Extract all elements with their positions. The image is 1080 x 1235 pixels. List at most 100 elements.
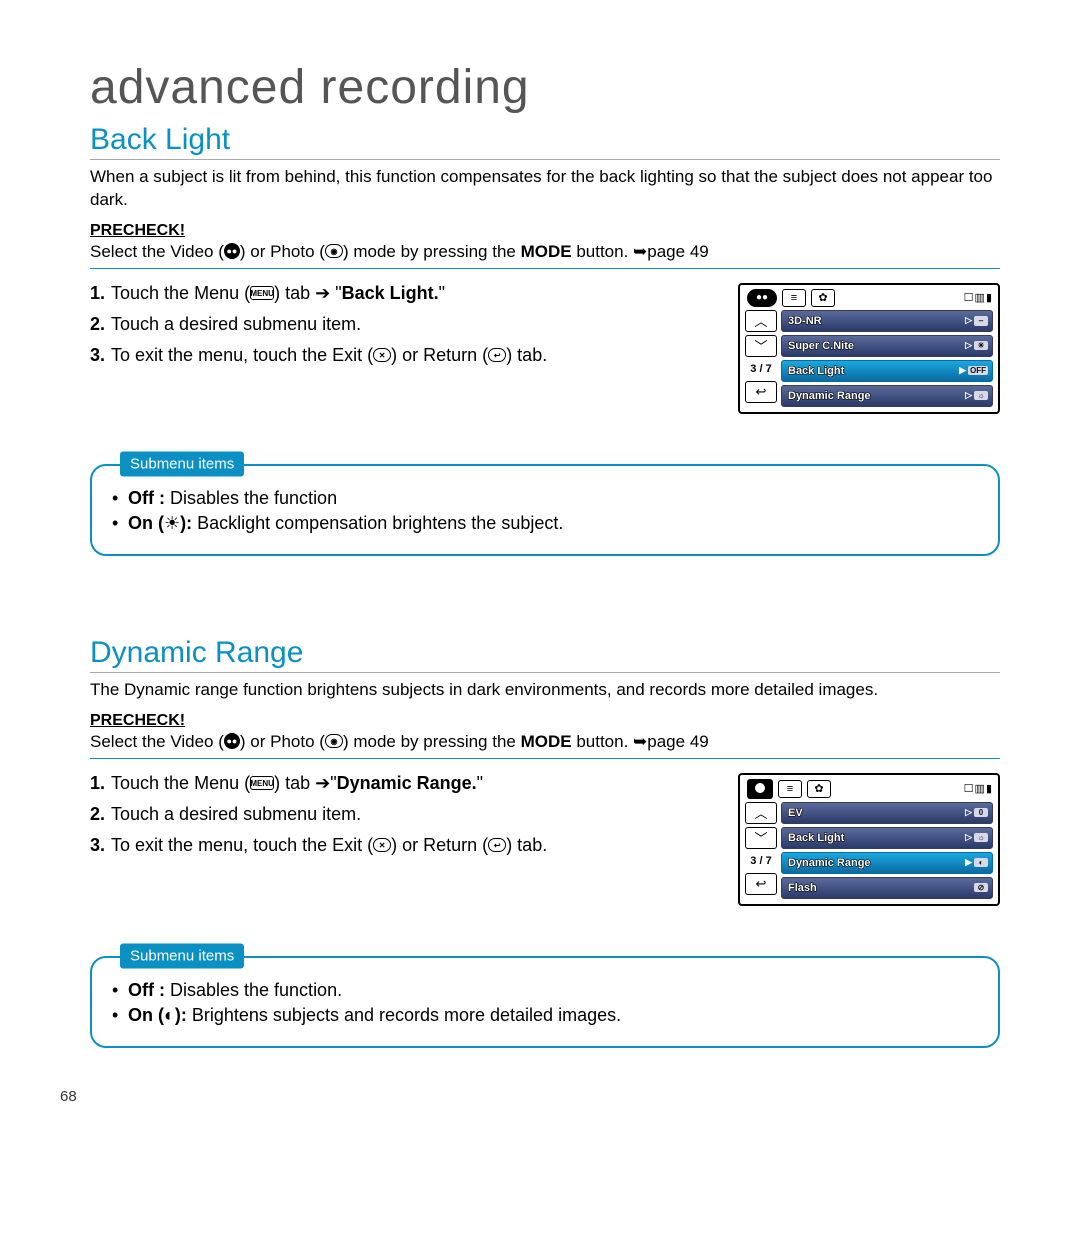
step-item: 1. Touch the Menu (MENU) tab ➔"Dynamic R… [90, 773, 718, 794]
submenu-item: On (☀): Backlight compensation brightens… [112, 513, 978, 534]
step-text: " [477, 773, 483, 793]
backlight-on-icon: ☀ [164, 513, 180, 533]
step-target: Dynamic Range. [337, 773, 477, 793]
submenu-item-name: On ( [128, 513, 164, 533]
step-number: 3. [90, 835, 105, 856]
status-icons: ☐ ▥ ▮ [964, 291, 991, 304]
row-value: ☼ [974, 391, 988, 400]
dynamicrange-on-icon: ◐ [164, 1005, 175, 1025]
section-intro: The Dynamic range function brightens sub… [90, 679, 1000, 702]
menu-row-label: EV [788, 807, 965, 819]
submenu-item-name: ): [175, 1005, 187, 1025]
submenu-label: Submenu items [120, 943, 244, 968]
step-target: Back Light. [342, 283, 439, 303]
return-button: ↩ [745, 873, 777, 895]
mode-icon: ●● [747, 289, 777, 307]
section-backlight: Back Light When a subject is lit from be… [90, 123, 1000, 556]
exit-tab-icon: ✕ [373, 838, 391, 852]
mode-button-label: MODE [521, 242, 572, 261]
precheck-text: Select the Video ( [90, 732, 224, 751]
lcd-screenshot: ≡ ✿ ☐ ▥ ▮ ︿ ﹀ 3 / 7 ↩ EV▷0 Back Light▷☼ [738, 773, 1000, 906]
menu-row-label: Dynamic Range [788, 390, 965, 402]
section-intro: When a subject is lit from behind, this … [90, 166, 1000, 212]
step-text: " [439, 283, 445, 303]
nav-down-button: ﹀ [745, 335, 777, 357]
precheck-text: ) mode by pressing the [343, 242, 521, 261]
list-tab-icon: ≡ [778, 780, 802, 798]
section-title: Dynamic Range [90, 636, 1000, 673]
page-counter: 3 / 7 [745, 360, 777, 378]
submenu-item-desc: Disables the function. [165, 980, 342, 1000]
video-mode-icon: ●● [224, 243, 240, 259]
step-text: Touch a desired submenu item. [111, 314, 361, 335]
menu-row-selected: Back Light▶OFF [781, 360, 993, 382]
step-item: 1. Touch the Menu (MENU) tab ➔ "Back Lig… [90, 283, 718, 304]
precheck-text: Select the Video ( [90, 242, 224, 261]
menu-row: Super C.Nite▷☀ [781, 335, 993, 357]
step-text: Touch a desired submenu item. [111, 804, 361, 825]
step-number: 2. [90, 804, 105, 825]
steps-list: 1. Touch the Menu (MENU) tab ➔ "Back Lig… [90, 283, 718, 376]
menu-row-label: Back Light [788, 832, 965, 844]
submenu-item-name: Off : [128, 980, 165, 1000]
menu-row-label: Flash [788, 882, 972, 894]
photo-mode-icon: ◉ [325, 734, 343, 748]
page-number: 68 [60, 1088, 77, 1105]
section-dynamicrange: Dynamic Range The Dynamic range function… [90, 636, 1000, 1048]
row-arrow-icon: ▷ [965, 340, 972, 351]
precheck-line: Select the Video (●●) or Photo (◉) mode … [90, 732, 1000, 759]
submenu-box: Submenu items Off : Disables the functio… [90, 464, 1000, 556]
nav-up-button: ︿ [745, 310, 777, 332]
row-value: ☀ [974, 341, 988, 350]
step-item: 3. To exit the menu, touch the Exit (✕) … [90, 345, 718, 366]
precheck-text: ) mode by pressing the [343, 732, 521, 751]
steps-list: 1. Touch the Menu (MENU) tab ➔"Dynamic R… [90, 773, 718, 866]
section-title: Back Light [90, 123, 1000, 160]
menu-row: Flash⊘ [781, 877, 993, 899]
nav-down-button: ﹀ [745, 827, 777, 849]
submenu-item: Off : Disables the function [112, 488, 978, 509]
mode-icon [747, 779, 773, 799]
step-text: ) tab. [506, 345, 547, 365]
submenu-item-name: On ( [128, 1005, 164, 1025]
row-value: OFF [968, 366, 988, 375]
menu-row-selected: Dynamic Range▶◐ [781, 852, 993, 874]
photo-mode-icon: ◉ [325, 244, 343, 258]
row-value: ☼ [974, 833, 988, 842]
nav-up-button: ︿ [745, 802, 777, 824]
row-value: ⊘ [974, 883, 988, 892]
step-number: 3. [90, 345, 105, 366]
menu-row: Back Light▷☼ [781, 827, 993, 849]
row-arrow-icon: ▷ [965, 807, 972, 818]
step-text: Touch the Menu ( [111, 773, 250, 793]
submenu-box: Submenu items Off : Disables the functio… [90, 956, 1000, 1048]
menu-row: EV▷0 [781, 802, 993, 824]
menu-row-label: 3D-NR [788, 315, 965, 327]
menu-tab-icon: MENU [250, 776, 274, 790]
precheck-text: button. ➥page 49 [572, 732, 709, 751]
menu-tab-icon: MENU [250, 286, 274, 300]
precheck-text: button. ➥page 49 [572, 242, 709, 261]
return-tab-icon: ↩ [488, 838, 506, 852]
settings-tab-icon: ✿ [811, 289, 835, 307]
list-tab-icon: ≡ [782, 289, 806, 307]
submenu-item-desc: Backlight compensation brightens the sub… [192, 513, 563, 533]
row-value: 0 [974, 808, 988, 817]
step-text: ) tab. [506, 835, 547, 855]
step-item: 2. Touch a desired submenu item. [90, 804, 718, 825]
step-number: 2. [90, 314, 105, 335]
step-text: To exit the menu, touch the Exit ( [111, 345, 373, 365]
precheck-line: Select the Video (●●) or Photo (◉) mode … [90, 242, 1000, 269]
return-button: ↩ [745, 381, 777, 403]
lcd-screenshot: ●● ≡ ✿ ☐ ▥ ▮ ︿ ﹀ 3 / 7 ↩ 3D-NR▷⎯ Sup [738, 283, 1000, 414]
mode-button-label: MODE [521, 732, 572, 751]
step-text: ) or Return ( [391, 345, 488, 365]
menu-row: 3D-NR▷⎯ [781, 310, 993, 332]
precheck-text: ) or Photo ( [240, 242, 325, 261]
submenu-item-desc: Disables the function [165, 488, 337, 508]
submenu-item-name: Off : [128, 488, 165, 508]
step-number: 1. [90, 773, 105, 794]
precheck-label: PRECHECK! [90, 222, 1000, 240]
menu-row-label: Back Light [788, 365, 959, 377]
submenu-item: On (◐): Brightens subjects and records m… [112, 1005, 978, 1026]
